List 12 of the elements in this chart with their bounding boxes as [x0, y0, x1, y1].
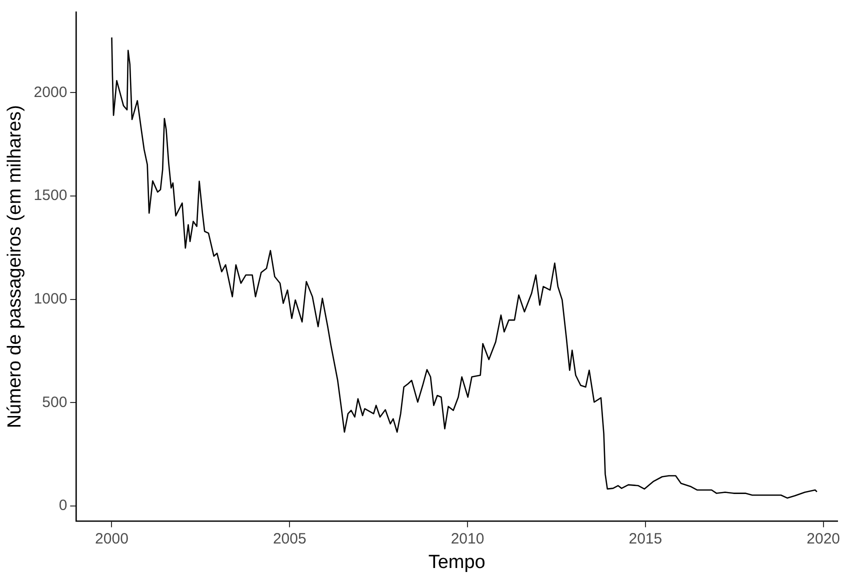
x-tick-label: 2015 [628, 530, 662, 548]
y-tick-label: 500 [42, 394, 68, 411]
x-tick-label: 2010 [450, 530, 484, 548]
y-tick-label: 0 [58, 497, 68, 514]
x-tick-label: 2020 [806, 530, 840, 548]
x-tick-label: 2000 [95, 530, 128, 548]
y-axis-title: Número de passageiros (em milhares) [4, 105, 26, 428]
y-tick-label: 1000 [34, 290, 68, 308]
x-tick-label: 2005 [272, 530, 306, 548]
x-axis-title: Tempo [428, 552, 486, 573]
y-tick-label: 1500 [34, 187, 68, 204]
y-tick-label: 2000 [34, 84, 68, 101]
